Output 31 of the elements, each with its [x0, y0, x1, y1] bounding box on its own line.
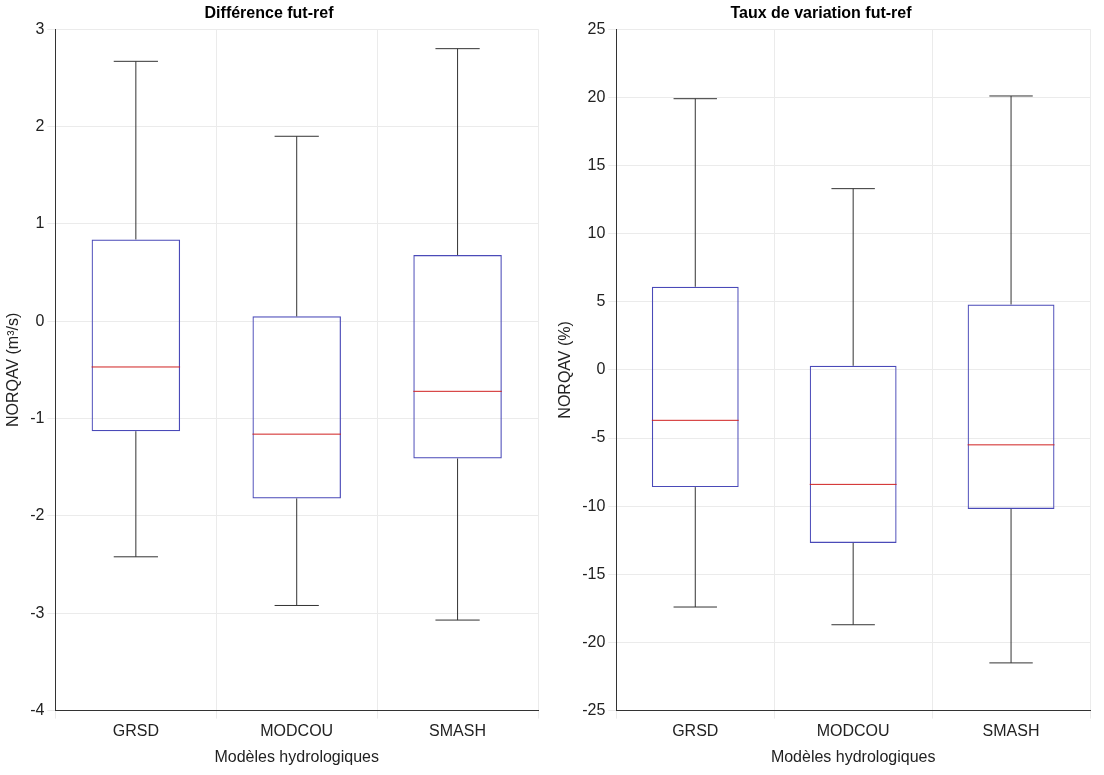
y-tick-label: -1: [30, 408, 45, 426]
x-tick-label: GRSD: [672, 721, 719, 739]
x-tick-label: MODCOU: [816, 721, 890, 739]
x-tick-label: GRSD: [112, 721, 159, 739]
x-axis-title: Modèles hydrologiques: [214, 747, 379, 765]
x-tick-label: MODCOU: [260, 721, 334, 739]
y-tick-label: 0: [596, 360, 606, 378]
y-tick-label: -5: [591, 428, 606, 446]
y-tick-label: -4: [30, 701, 45, 719]
y-tick-label: 20: [587, 87, 606, 105]
y-tick-label: 0: [35, 311, 45, 329]
x-axis-title: Modèles hydrologiques: [770, 747, 936, 765]
y-tick-label: -15: [582, 564, 606, 582]
chart-title: Différence fut-ref: [204, 4, 335, 22]
y-tick-label: 1: [35, 214, 45, 232]
x-tick-label: SMASH: [982, 721, 1040, 739]
chart-title: Taux de variation fut-ref: [730, 4, 913, 22]
y-tick-label: -2: [30, 506, 45, 524]
y-tick-label: 15: [587, 155, 606, 173]
y-tick-label: 10: [587, 224, 606, 242]
y-tick-label: -25: [582, 701, 606, 719]
y-tick-label: -10: [582, 496, 606, 514]
y-tick-label: 2: [35, 116, 45, 134]
y-axis-title: NORQAV (%): [556, 321, 574, 419]
y-tick-label: -3: [30, 603, 45, 621]
x-tick-label: SMASH: [429, 721, 487, 739]
y-tick-label: -20: [582, 632, 606, 650]
y-tick-label: 5: [596, 292, 606, 310]
y-axis-title: NORQAV (m³/s): [4, 312, 22, 428]
y-tick-label: 3: [35, 19, 45, 37]
y-tick-label: 25: [587, 19, 606, 37]
